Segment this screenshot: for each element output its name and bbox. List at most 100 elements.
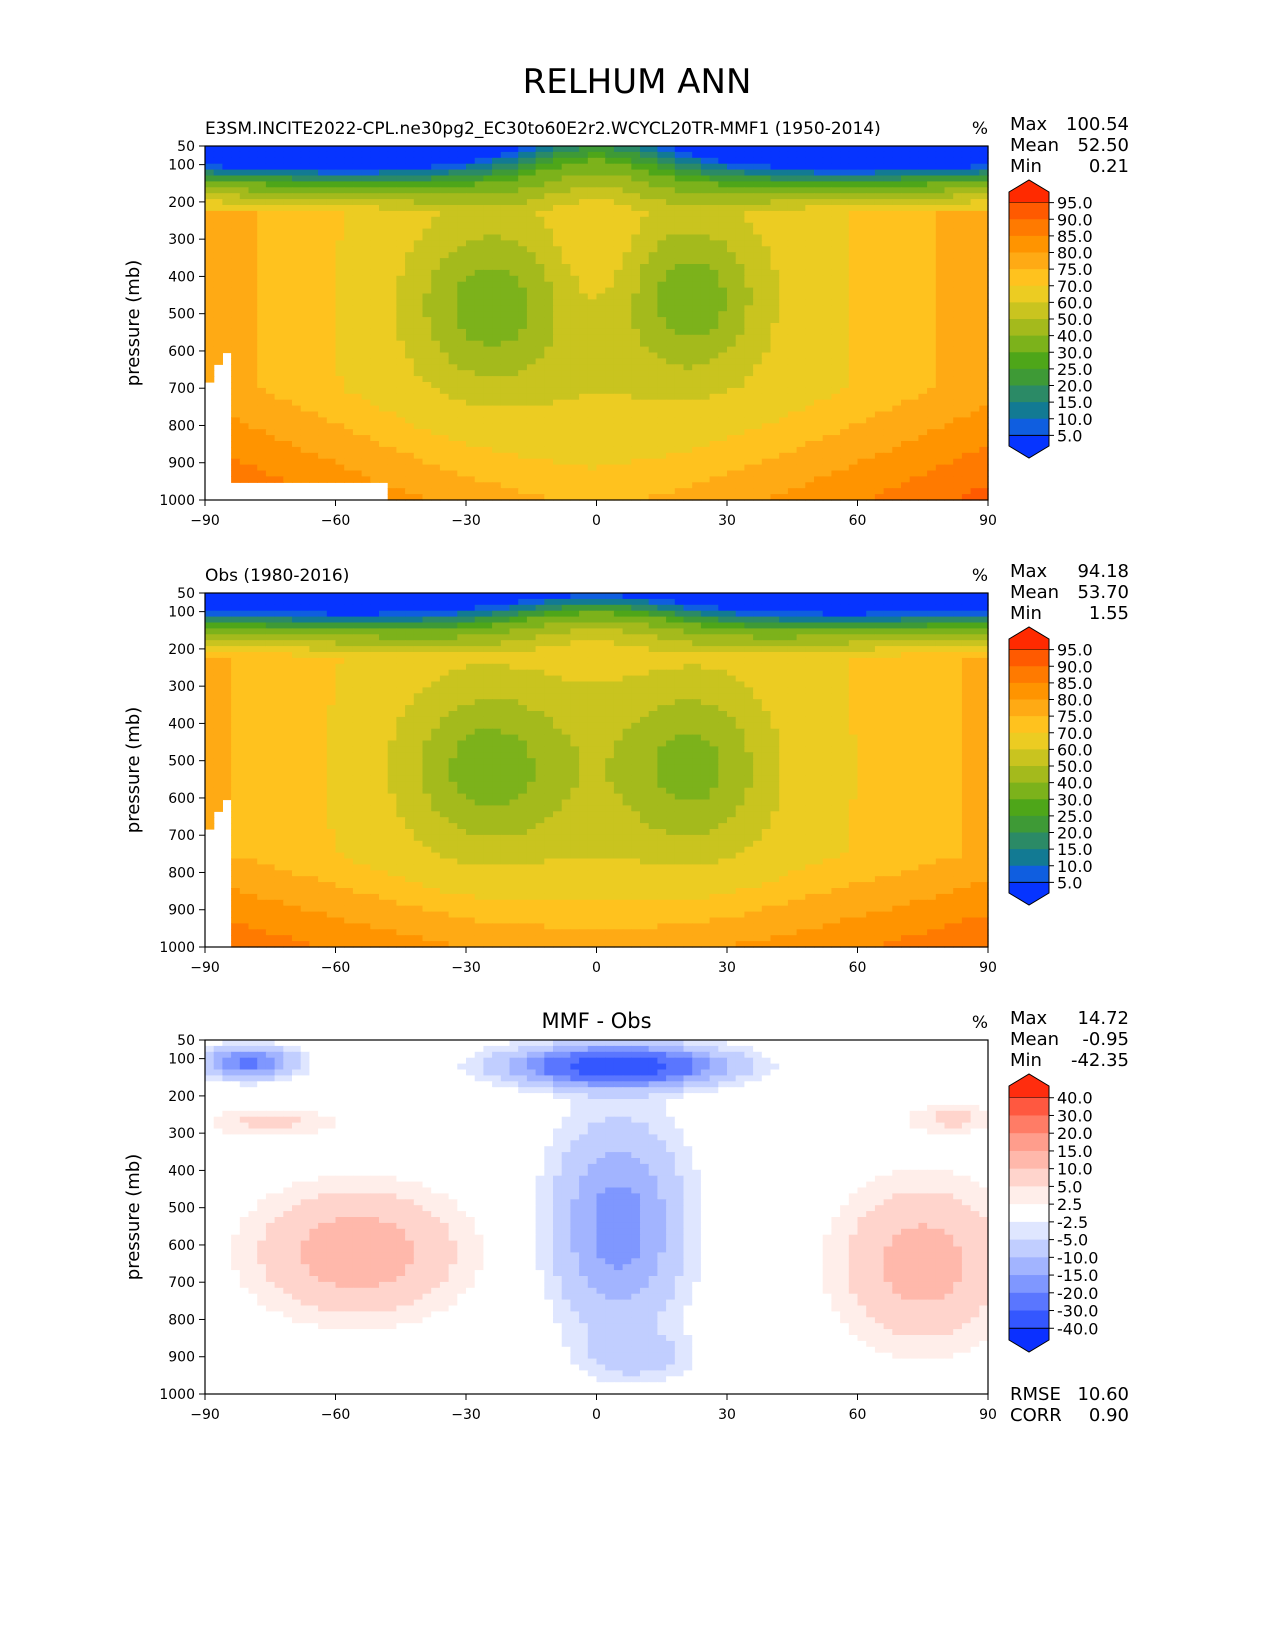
contour-cell xyxy=(526,458,537,466)
contour-cell xyxy=(953,146,963,153)
contour-cell xyxy=(700,216,711,224)
contour-cell xyxy=(605,246,615,253)
contour-cell xyxy=(300,323,310,330)
contour-cell xyxy=(352,216,363,224)
contour-cell xyxy=(979,287,989,295)
contour-cell xyxy=(761,441,772,448)
contour-cell xyxy=(718,287,728,295)
contour-cell xyxy=(222,222,232,230)
contour-cell xyxy=(909,199,919,206)
contour-cell xyxy=(283,146,293,153)
contour-cell xyxy=(692,346,702,354)
contour-cell xyxy=(761,334,772,342)
contour-cell xyxy=(274,364,284,371)
contour-cell xyxy=(753,258,763,265)
contour-cell xyxy=(500,411,511,418)
contour-cell xyxy=(605,258,615,265)
contour-cell xyxy=(396,146,406,153)
contour-cell xyxy=(718,193,728,200)
contour-cell xyxy=(735,399,745,407)
contour-cell xyxy=(570,269,580,277)
contour-cell xyxy=(361,452,371,460)
contour-cell xyxy=(935,169,946,177)
contour-cell xyxy=(300,299,310,306)
contour-cell xyxy=(927,222,937,230)
contour-cell xyxy=(283,181,293,188)
contour-cell xyxy=(422,163,432,171)
contour-cell xyxy=(770,429,780,436)
contour-cell xyxy=(474,151,484,159)
contour-cell xyxy=(866,441,876,448)
contour-cell xyxy=(413,258,424,265)
contour-cell xyxy=(927,216,937,224)
contour-cell xyxy=(892,234,902,241)
contour-cell xyxy=(657,293,667,300)
contour-cell xyxy=(709,435,719,442)
contour-cell xyxy=(909,210,919,218)
contour-cell xyxy=(535,393,545,401)
contour-cell xyxy=(953,275,963,283)
contour-cell xyxy=(222,199,232,206)
contour-cell xyxy=(744,258,754,265)
contour-cell xyxy=(770,405,780,413)
contour-cell xyxy=(422,281,432,289)
contour-cell xyxy=(935,417,946,424)
contour-cell xyxy=(727,346,737,354)
contour-cell xyxy=(439,193,450,200)
contour-cell xyxy=(918,423,928,430)
contour-cell xyxy=(883,281,893,289)
contour-cell xyxy=(248,435,258,442)
contour-cell xyxy=(866,311,876,318)
contour-cell xyxy=(370,252,380,259)
contour-cell xyxy=(257,358,267,365)
contour-cell xyxy=(753,470,763,477)
contour-cell xyxy=(492,299,502,306)
contour-cell xyxy=(831,364,841,371)
contour-cell xyxy=(666,328,676,336)
contour-cell xyxy=(561,446,571,454)
contour-cell xyxy=(805,441,815,448)
contour-cell xyxy=(361,252,371,259)
contour-cell xyxy=(283,340,293,348)
contour-cell xyxy=(692,370,702,377)
contour-cell xyxy=(874,358,885,365)
contour-cell xyxy=(413,311,424,318)
contour-cell xyxy=(205,334,215,342)
contour-cell xyxy=(770,370,780,377)
contour-cell xyxy=(692,435,702,442)
contour-cell xyxy=(796,328,806,336)
contour-cell xyxy=(961,399,972,407)
contour-cell xyxy=(666,370,676,377)
contour-cell xyxy=(379,240,389,247)
contour-cell xyxy=(674,193,685,200)
contour-cell xyxy=(379,264,389,271)
contour-cell xyxy=(335,187,345,194)
contour-cell xyxy=(840,299,850,306)
contour-cell xyxy=(431,376,441,383)
contour-cell xyxy=(683,205,693,212)
contour-cell xyxy=(727,240,737,247)
contour-cell xyxy=(492,328,502,336)
contour-cell xyxy=(596,175,606,182)
contour-cell xyxy=(674,216,685,224)
contour-cell xyxy=(257,376,267,383)
contour-cell xyxy=(840,382,850,389)
contour-cell xyxy=(718,187,728,194)
contour-cell xyxy=(492,470,502,477)
contour-cell xyxy=(927,429,937,436)
contour-cell xyxy=(692,305,702,312)
contour-cell xyxy=(265,382,276,389)
contour-cell xyxy=(683,222,693,230)
contour-cell xyxy=(883,464,893,472)
contour-cell xyxy=(370,264,380,271)
contour-cell xyxy=(396,346,406,354)
contour-cell xyxy=(587,317,598,324)
contour-cell xyxy=(518,281,528,289)
contour-cell xyxy=(352,169,363,177)
contour-cell xyxy=(231,287,241,295)
contour-cell xyxy=(735,411,745,418)
contour-cell xyxy=(640,240,650,247)
contour-cell xyxy=(431,323,441,330)
contour-cell xyxy=(318,210,328,218)
contour-cell xyxy=(622,311,632,318)
